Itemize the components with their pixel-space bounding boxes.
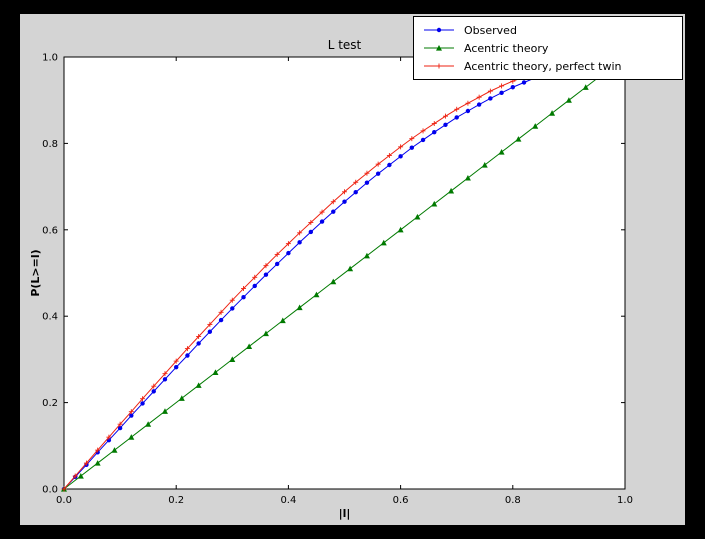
svg-text:0.6: 0.6 bbox=[393, 495, 409, 506]
legend-item-observed: Observed bbox=[422, 23, 670, 37]
svg-text:0.2: 0.2 bbox=[168, 495, 184, 506]
legend: Observed Acentric theory Acentric theory… bbox=[413, 16, 683, 80]
svg-text:0.4: 0.4 bbox=[280, 495, 296, 506]
legend-line-sample-acentric-theory bbox=[424, 45, 454, 51]
legend-label-observed: Observed bbox=[464, 23, 517, 37]
svg-text:1.0: 1.0 bbox=[617, 495, 633, 506]
svg-text:1.0: 1.0 bbox=[42, 53, 58, 64]
legend-line-sample-observed bbox=[424, 27, 454, 33]
svg-text:0.8: 0.8 bbox=[42, 139, 58, 150]
y-axis-label: P(L>=l) bbox=[29, 249, 42, 297]
svg-text:0.0: 0.0 bbox=[56, 495, 72, 506]
legend-label-acentric-theory: Acentric theory bbox=[464, 41, 549, 55]
plot-canvas: 0.0 0.2 0.4 0.6 0.8 1.0 0.0 0.2 0.4 0.6 0.8 1.0 bbox=[42, 53, 633, 507]
legend-item-acentric-theory: Acentric theory bbox=[422, 41, 670, 55]
legend-line-sample-perfect-twin bbox=[424, 63, 454, 69]
chart-title: L test bbox=[327, 38, 362, 52]
figure: 0.0 0.2 0.4 0.6 0.8 1.0 0.0 0.2 0.4 0.6 0.8 1.0 L t… bbox=[20, 14, 685, 525]
legend-item-perfect-twin: Acentric theory, perfect twin bbox=[422, 59, 670, 73]
x-axis-label: |l| bbox=[338, 507, 351, 520]
svg-text:0.2: 0.2 bbox=[42, 398, 58, 409]
svg-text:0.0: 0.0 bbox=[42, 485, 58, 496]
svg-text:0.8: 0.8 bbox=[505, 495, 521, 506]
legend-label-perfect-twin: Acentric theory, perfect twin bbox=[464, 59, 622, 73]
svg-text:0.4: 0.4 bbox=[42, 312, 58, 323]
svg-text:0.6: 0.6 bbox=[42, 225, 58, 236]
